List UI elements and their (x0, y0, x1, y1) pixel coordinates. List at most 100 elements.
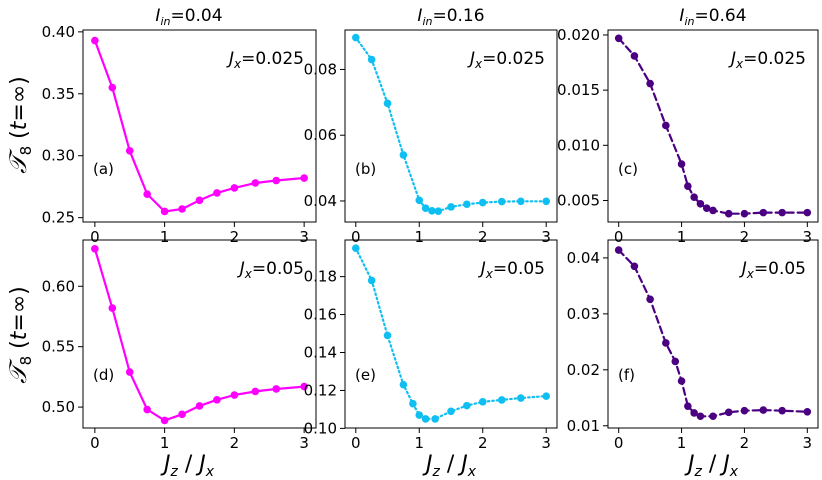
data-point (630, 262, 639, 271)
data-point (108, 83, 117, 92)
y-tick-label: 0.14 (304, 343, 337, 361)
x-tick-label: 2 (478, 228, 488, 246)
y-tick-label: 0.16 (304, 306, 337, 324)
annotation-jx: Jx=0.025 (728, 49, 806, 71)
data-point (213, 189, 221, 197)
column-title-1: Iin=0.04 (155, 6, 222, 28)
panel-c: 0 1 2 3 0.005 0.010 0.015 0.020 (c) Jx=0.025 (557, 26, 819, 246)
y-tick-label: 0.06 (304, 126, 337, 144)
data-point (251, 387, 260, 396)
data-point (463, 401, 471, 410)
annotation-jx: Jx=0.025 (467, 49, 545, 71)
data-point (517, 394, 525, 402)
x-tick-label: 2 (740, 434, 750, 452)
y-tick-label: 0.40 (42, 23, 75, 41)
data-point (125, 368, 134, 376)
data-point (740, 406, 749, 415)
y-tick-label: 0.04 (304, 192, 337, 210)
data-point (630, 52, 639, 60)
data-point (300, 382, 308, 391)
data-point (447, 203, 455, 211)
data-point (272, 176, 281, 185)
x-tick-label: 3 (299, 228, 309, 246)
data-point (351, 244, 360, 252)
data-point (778, 406, 786, 415)
data-point (497, 197, 506, 206)
data-point (415, 196, 424, 205)
data-point (143, 405, 151, 414)
data-point (542, 392, 551, 400)
x-tick-label: 0 (90, 228, 100, 246)
data-point (690, 409, 698, 417)
panel-label: (c) (618, 160, 638, 178)
annotation-jx: Jx=0.05 (478, 259, 545, 281)
data-point (415, 411, 424, 419)
data-point (759, 406, 768, 414)
y-tick-label: 0.08 (304, 60, 337, 78)
annotation-jx: Jx=0.05 (237, 259, 304, 281)
data-point (421, 204, 430, 212)
axes-frame (344, 239, 558, 429)
data-point (195, 196, 204, 205)
data-point (351, 33, 360, 42)
data-point (614, 34, 623, 43)
y-tick-label: 0.18 (304, 268, 337, 286)
column-title-3: Iin=0.64 (679, 6, 746, 28)
axes-frame (607, 29, 819, 223)
data-point (178, 410, 186, 419)
data-point (300, 174, 308, 182)
data-point (399, 380, 408, 389)
column-title-2: Iin=0.16 (417, 6, 484, 28)
y-tick-label: 0.015 (557, 81, 600, 99)
data-point (677, 377, 686, 385)
x-axis-label-1: Jz / Jx (160, 452, 215, 480)
data-point (230, 391, 239, 399)
x-tick-label: 0 (614, 434, 624, 452)
data-point (160, 416, 169, 425)
data-point (497, 396, 506, 404)
data-point (213, 396, 221, 404)
y-tick-label: 0.30 (42, 147, 75, 165)
y-tick-label: 0.005 (557, 191, 600, 209)
data-point (421, 415, 430, 423)
data-point (696, 199, 705, 208)
x-tick-label: 1 (677, 434, 687, 452)
y-tick-label: 0.03 (567, 305, 600, 323)
data-point (143, 190, 151, 198)
data-point (251, 179, 260, 187)
annotation-jx: Jx=0.05 (739, 259, 806, 281)
x-tick-label: 0 (90, 434, 100, 452)
x-tick-label: 3 (541, 228, 551, 246)
axes-frame (607, 239, 819, 429)
panel-f: 0 1 2 3 0.01 0.02 0.03 0.04 (f) Jx=0.05 (567, 239, 819, 452)
data-point (696, 412, 705, 421)
data-point (431, 415, 439, 423)
data-point (677, 160, 686, 168)
y-axis-label-bottom: 𝒯8 (t=∞) (4, 286, 35, 384)
x-tick-label: 1 (677, 228, 687, 246)
data-point (367, 55, 376, 64)
x-tick-label: 2 (740, 228, 750, 246)
panel-e: 0 1 2 3 0.10 0.12 0.14 0.16 0.18 (e) Jx=0.05 (304, 239, 558, 452)
panel-label: (e) (355, 366, 376, 384)
y-tick-label: 0.35 (42, 85, 75, 103)
annotation-jx: Jx=0.025 (226, 49, 304, 71)
data-point (517, 197, 525, 206)
data-point (803, 407, 812, 416)
data-point (463, 200, 471, 209)
x-tick-label: 2 (230, 228, 240, 246)
data-point (91, 245, 99, 253)
axes-frame (344, 29, 558, 223)
y-tick-label: 0.55 (42, 338, 75, 356)
x-tick-label: 2 (478, 434, 488, 452)
x-tick-label: 3 (541, 434, 551, 452)
x-tick-label: 3 (803, 434, 813, 452)
y-tick-label: 0.04 (567, 249, 600, 267)
data-point (709, 412, 717, 421)
data-point (671, 357, 680, 366)
data-point (195, 402, 204, 410)
axes-frame (82, 29, 317, 223)
data-point (662, 121, 670, 130)
